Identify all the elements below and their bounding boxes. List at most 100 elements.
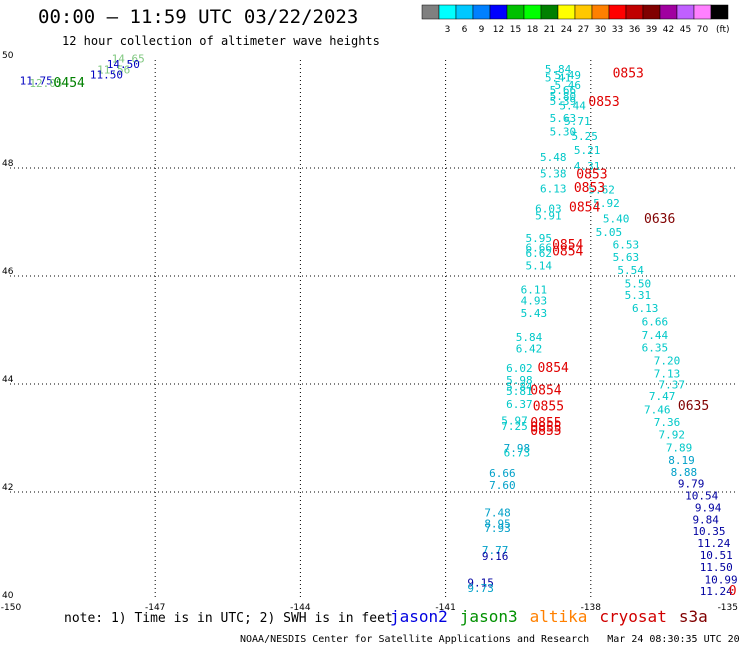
wave-height-value: 5.81 xyxy=(506,385,532,398)
color-swatch-label: 6 xyxy=(462,25,468,35)
wave-height-value: 7.37 xyxy=(659,378,686,391)
color-swatch-label: 24 xyxy=(561,25,573,35)
wave-height-value: 6.35 xyxy=(642,342,669,355)
wave-height-value: 5.05 xyxy=(596,226,623,239)
x-tick-label: -150 xyxy=(1,603,22,613)
page-title: 00:00 – 11:59 UTC 03/22/2023 xyxy=(38,6,359,28)
wave-height-value: 9.73 xyxy=(467,582,494,595)
x-tick-label: -135 xyxy=(718,603,738,613)
wave-height-value: 5.92 xyxy=(593,197,620,210)
x-tick-label: -141 xyxy=(435,603,455,613)
pass-time-label: 0853 xyxy=(576,167,607,182)
color-swatch-label: 39 xyxy=(646,25,658,35)
wave-height-value: 5.80 xyxy=(550,90,577,103)
color-swatch-label: 70 xyxy=(697,25,709,35)
wave-height-value: 5.91 xyxy=(535,209,562,222)
wave-height-value: 5.66 xyxy=(550,84,577,97)
wave-height-value: 7.25 xyxy=(501,420,528,433)
pass-time-label: 0 xyxy=(729,584,737,599)
wave-height-value: 5.54 xyxy=(617,264,644,277)
wave-height-value: 11.50 xyxy=(700,561,733,574)
pass-time-label: 0853 xyxy=(574,181,605,196)
wave-height-value: 7.20 xyxy=(654,355,681,368)
wave-height-value: 5.71 xyxy=(564,115,591,128)
pass-time-label: 0854 xyxy=(569,201,600,216)
wave-height-value: 11.24 xyxy=(697,537,730,550)
y-tick-label: 46 xyxy=(2,267,14,277)
color-swatch-label: 21 xyxy=(544,25,555,35)
wave-height-value: 10.51 xyxy=(700,549,733,562)
pass-time-label: 0855 xyxy=(533,399,564,414)
x-tick-label: -144 xyxy=(290,603,311,613)
wave-height-value: 7.36 xyxy=(654,416,681,429)
wave-height-value: 14.50 xyxy=(107,58,140,71)
color-swatch-label: 18 xyxy=(527,25,539,35)
wave-height-value: 5.84 xyxy=(545,63,572,76)
wave-height-value: 8.95 xyxy=(484,518,511,531)
wave-height-value: 5.49 xyxy=(555,69,582,82)
footnote: note: 1) Time is in UTC; 2) SWH is in fe… xyxy=(64,611,393,626)
page-subtitle: 12 hour collection of altimeter wave hei… xyxy=(62,34,380,48)
wave-height-value: 6.73 xyxy=(504,446,531,459)
wave-height-value: 6.66 xyxy=(642,316,669,329)
wave-height-value: 5.63 xyxy=(613,251,640,264)
pass-time-label: 0855 xyxy=(530,421,561,436)
credit-footer: NOAA/NESDIS Center for Satellite Applica… xyxy=(240,634,740,645)
wave-height-value: 6.03 xyxy=(535,202,562,215)
wave-height-value: 5.21 xyxy=(574,144,601,157)
wave-height-value: 7.48 xyxy=(484,506,511,519)
wave-height-value: 5.84 xyxy=(516,331,543,344)
wave-height-value: 5.14 xyxy=(525,260,552,273)
wave-height-value: 7.47 xyxy=(649,390,676,403)
color-swatch-label: 33 xyxy=(612,25,623,35)
wave-height-value: 6.37 xyxy=(506,398,532,411)
pass-time-label: 0854 xyxy=(552,238,583,253)
wave-height-value: 5.95 xyxy=(525,232,552,245)
wave-height-value: 10.54 xyxy=(685,490,718,503)
color-swatch-label: 36 xyxy=(629,25,641,35)
pass-time-label: 0855 xyxy=(530,416,561,431)
wave-height-value: 5.39 xyxy=(550,95,577,108)
color-swatch xyxy=(710,4,729,20)
wave-height-value: 10.35 xyxy=(692,525,725,538)
pass-time-label: 0454 xyxy=(54,76,85,91)
x-tick-label: -147 xyxy=(145,603,165,613)
wave-height-value: 5.46 xyxy=(555,79,582,92)
pass-time-label: 0854 xyxy=(530,383,561,398)
pass-time-label: 0854 xyxy=(552,244,583,259)
wave-height-value: 11.24 xyxy=(700,585,733,598)
wave-height-value: 4.93 xyxy=(521,295,548,308)
pass-time-label: 0853 xyxy=(613,66,644,81)
satellite-legend-item: altika xyxy=(529,607,588,626)
wave-height-value: 7.46 xyxy=(644,404,671,417)
color-swatch-label: 27 xyxy=(578,25,589,35)
wave-height-value: 7.60 xyxy=(489,479,516,492)
wave-height-value: 7.13 xyxy=(654,368,681,381)
wave-height-value: 5.97 xyxy=(501,415,528,428)
wave-height-value: 5.40 xyxy=(603,213,630,226)
wave-height-value: 9.15 xyxy=(467,577,494,590)
satellite-legend-item: jason2 xyxy=(390,607,448,626)
wave-height-value: 12.05 xyxy=(29,77,62,90)
wave-height-value: 6.11 xyxy=(521,283,548,296)
satellite-legend: jason2 jason3 altika cryosat s3a xyxy=(390,607,720,626)
wave-height-value: 5.44 xyxy=(559,100,586,113)
wave-height-value: 7.93 xyxy=(484,522,511,535)
wave-height-value: 5.63 xyxy=(550,112,577,125)
color-swatch-label: 45 xyxy=(680,25,691,35)
wave-height-value: 5.25 xyxy=(571,130,598,143)
wave-height-value: 5.41 xyxy=(545,72,572,85)
satellite-legend-item: s3a xyxy=(678,607,708,626)
wave-height-value: 6.13 xyxy=(540,182,567,195)
wave-height-value: 5.98 xyxy=(506,374,532,387)
wave-height-value: 11.50 xyxy=(90,68,123,81)
wave-height-value: 5.31 xyxy=(625,289,652,302)
wave-height-value: 9.16 xyxy=(482,550,509,563)
y-tick-label: 42 xyxy=(2,483,13,493)
wave-height-value: 4.31 xyxy=(574,160,601,173)
y-tick-label: 44 xyxy=(2,375,14,385)
wave-height-value: 6.53 xyxy=(613,238,640,251)
wave-height-value: 7.77 xyxy=(482,544,509,557)
wave-height-value: 8.19 xyxy=(668,454,695,467)
